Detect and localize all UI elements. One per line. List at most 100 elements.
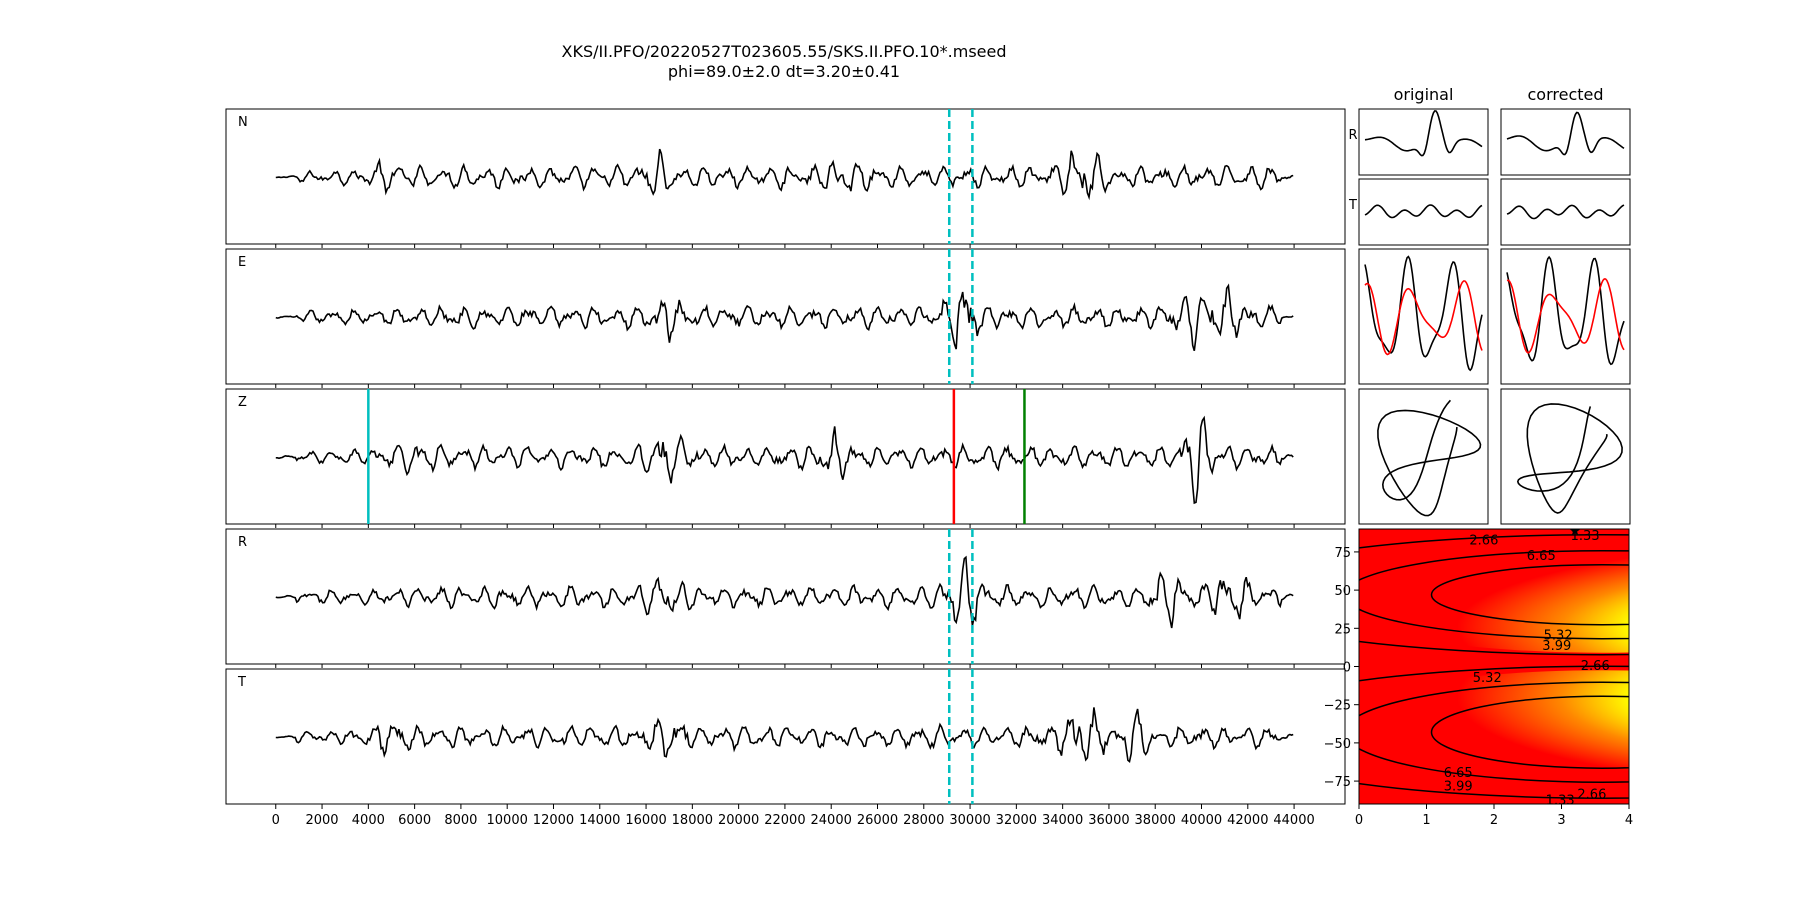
small-panel-r1-corrected — [1500, 178, 1631, 246]
contour-label: 3.99 — [1542, 639, 1571, 654]
heat-x-tick-label: 1 — [1422, 813, 1430, 828]
x-tick-label: 40000 — [1181, 813, 1222, 828]
x-tick-label: 20000 — [718, 813, 759, 828]
row-label-r: R — [1348, 128, 1357, 143]
particle-motion-panels: original corrected R T — [1348, 85, 1631, 525]
x-tick-label: 28000 — [903, 813, 944, 828]
panel-frame — [225, 668, 1346, 805]
trace-panel-t: T — [225, 668, 1346, 805]
contour-label: 1.33 — [1571, 529, 1600, 544]
small-panel-frame — [1358, 108, 1489, 176]
particle-motion-trace — [1377, 399, 1482, 517]
contour-line-4 — [1359, 681, 1629, 783]
trace-panel-z: Z — [225, 388, 1346, 525]
radial-trace — [1364, 110, 1483, 157]
small-panel-frame — [1500, 388, 1631, 525]
figure-title: XKS/II.PFO/20220527T023605.55/SKS.II.PFO… — [562, 42, 1007, 61]
panel-frame — [225, 528, 1346, 665]
trace-line-n — [275, 148, 1294, 201]
particle-motion-trace — [1516, 403, 1623, 514]
small-panel-r2-corrected — [1500, 248, 1631, 385]
trace-x-axis: 0 2000 4000 6000 8000 10000 12000 14000 16000 180… — [272, 244, 1315, 828]
component-trace-black — [1364, 255, 1483, 372]
x-tick-label: 34000 — [1042, 813, 1083, 828]
heat-y-tick-label: −75 — [1324, 775, 1351, 790]
row-label-t: T — [1348, 198, 1357, 213]
heat-x-tick-label: 3 — [1557, 813, 1565, 828]
heat-y-tick-label: 0 — [1343, 661, 1351, 676]
heat-x-tick-label: 4 — [1625, 813, 1633, 828]
x-tick-label: 14000 — [579, 813, 620, 828]
small-panel-r3-corrected — [1500, 388, 1631, 525]
contour-label: 3.99 — [1444, 780, 1473, 795]
panel-label-n: N — [238, 115, 248, 130]
small-panel-frame — [1358, 178, 1489, 246]
waveform-panels: N E Z R T 0 2000 4000 6000 8000 10000 12000 14000 160… — [225, 108, 1346, 828]
x-tick-label: 22000 — [764, 813, 805, 828]
figure-subtitle: phi=89.0±2.0 dt=3.20±0.41 — [668, 62, 900, 81]
error-surface-panel: 2.666.651.335.323.992.665.326.653.992.66… — [1324, 524, 1633, 828]
contour-label: 2.66 — [1581, 659, 1610, 674]
small-panel-frame — [1358, 388, 1489, 525]
small-panel-frame — [1500, 178, 1631, 246]
panel-frame — [225, 388, 1346, 525]
x-tick-label: 10000 — [487, 813, 528, 828]
radial-trace — [1506, 111, 1625, 156]
x-tick-label: 8000 — [444, 813, 477, 828]
small-panel-r3-original — [1358, 388, 1489, 525]
x-tick-label: 32000 — [996, 813, 1037, 828]
component-trace-red — [1364, 280, 1483, 356]
contour-label: 6.65 — [1444, 766, 1473, 781]
column-title-original: original — [1394, 85, 1454, 104]
trace-panel-n: N — [225, 108, 1346, 245]
panel-frame — [225, 108, 1346, 245]
column-title-corrected: corrected — [1527, 85, 1603, 104]
contour-label: 1.33 — [1546, 793, 1575, 808]
small-panel-r0-corrected — [1500, 108, 1631, 176]
heat-lobe-bottom — [1359, 670, 1629, 795]
x-tick-label: 42000 — [1227, 813, 1268, 828]
contour-label: 5.32 — [1473, 671, 1502, 686]
x-tick-label: 0 — [272, 813, 280, 828]
x-tick-label: 2000 — [305, 813, 338, 828]
x-tick-label: 44000 — [1273, 813, 1314, 828]
panel-label-e: E — [238, 255, 246, 270]
contour-label: 5.32 — [1544, 628, 1573, 643]
trace-panel-r: R — [225, 528, 1346, 665]
panel-label-z: Z — [238, 395, 247, 410]
contour-line-1 — [1359, 549, 1629, 640]
transverse-trace — [1506, 204, 1625, 220]
transverse-trace — [1364, 204, 1483, 219]
trace-panel-e: E — [225, 248, 1346, 385]
x-tick-label: 38000 — [1135, 813, 1176, 828]
heat-x-tick-label: 0 — [1355, 813, 1363, 828]
x-tick-label: 18000 — [672, 813, 713, 828]
contour-label: 2.66 — [1577, 787, 1606, 802]
contour-line-2 — [1430, 563, 1629, 626]
small-panel-r2-original — [1358, 248, 1489, 385]
x-tick-label: 12000 — [533, 813, 574, 828]
heatmap-area: 2.666.651.335.323.992.665.326.653.992.66… — [1359, 524, 1629, 808]
x-tick-label: 16000 — [625, 813, 666, 828]
trace-line-z — [275, 415, 1294, 505]
contour-label: 2.66 — [1469, 534, 1498, 549]
panel-label-r: R — [238, 535, 247, 550]
x-tick-label: 36000 — [1088, 813, 1129, 828]
small-panel-frame — [1500, 248, 1631, 385]
best-fit-marker: ★ — [1569, 524, 1582, 540]
heat-y-tick-label: −25 — [1324, 699, 1351, 714]
heat-y-tick-label: 75 — [1334, 546, 1351, 561]
x-tick-label: 26000 — [857, 813, 898, 828]
x-tick-label: 30000 — [949, 813, 990, 828]
small-panel-frame — [1500, 108, 1631, 176]
x-tick-label: 6000 — [398, 813, 431, 828]
contour-line-3 — [1359, 665, 1629, 799]
heat-y-tick-label: 50 — [1334, 584, 1351, 599]
contour-label: 6.65 — [1527, 549, 1556, 564]
x-tick-label: 4000 — [352, 813, 385, 828]
small-panel-r1-original — [1358, 178, 1489, 246]
trace-line-t — [275, 707, 1294, 763]
contour-line-0 — [1359, 533, 1629, 656]
heat-y-tick-label: 25 — [1334, 622, 1351, 637]
